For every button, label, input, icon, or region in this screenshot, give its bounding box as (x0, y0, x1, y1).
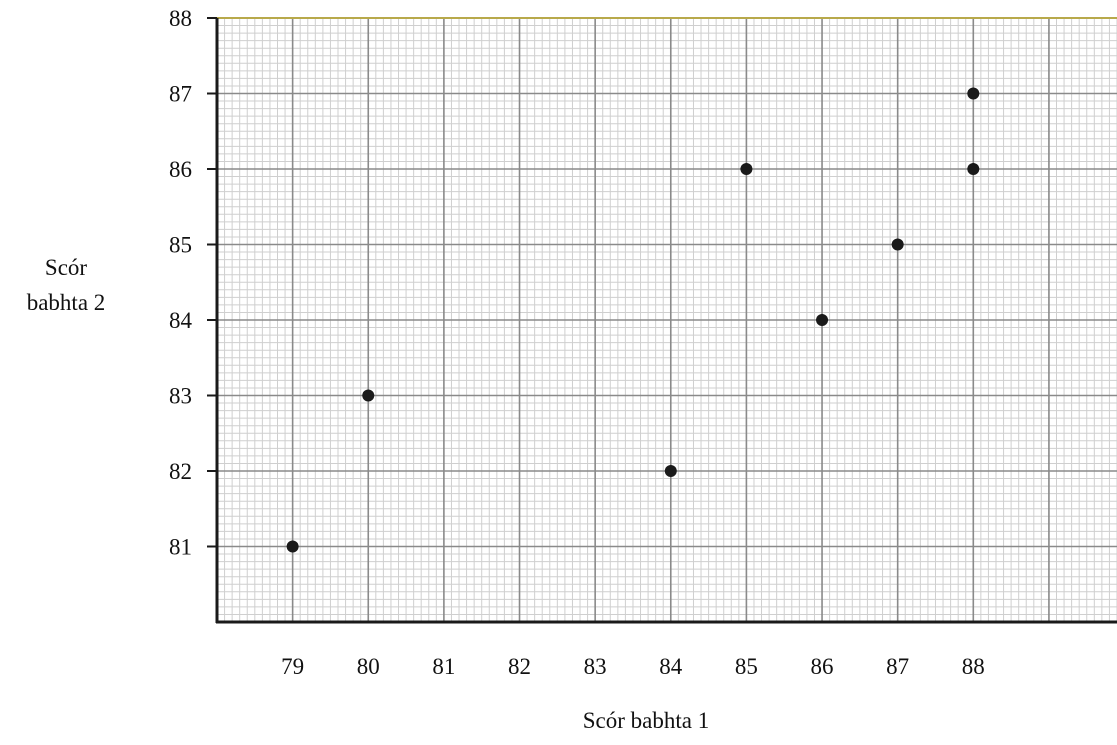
data-point (891, 238, 904, 251)
x-tick-label: 87 (886, 654, 909, 679)
data-point (967, 87, 980, 100)
data-point (740, 163, 753, 175)
y-tick-label: 84 (169, 308, 193, 333)
data-point (362, 389, 375, 402)
y-tick-label: 82 (169, 459, 192, 484)
x-tick-label: 86 (811, 654, 834, 679)
data-point (816, 314, 829, 326)
data-point (286, 540, 299, 553)
y-tick-label: 86 (169, 157, 192, 182)
y-tick-label: 81 (169, 535, 192, 560)
x-tick-label: 81 (432, 654, 455, 679)
y-axis-title-line-1: Scór (45, 255, 88, 280)
x-tick-labels: 79 80 81 82 83 84 85 86 87 88 (281, 654, 985, 679)
data-points (286, 87, 980, 553)
y-tick-label: 83 (169, 384, 192, 409)
x-tick-label: 85 (735, 654, 758, 679)
x-tick-label: 88 (962, 654, 985, 679)
y-axis-title-line-2: babhta 2 (27, 290, 106, 315)
x-tick-label: 82 (508, 654, 531, 679)
y-tick-label: 87 (169, 82, 192, 107)
y-tick-label: 88 (169, 6, 192, 31)
x-tick-label: 84 (659, 654, 683, 679)
x-tick-label: 83 (584, 654, 607, 679)
x-tick-label: 80 (357, 654, 380, 679)
y-tick-labels: 81 82 83 84 85 86 87 88 (169, 6, 217, 560)
data-point (664, 465, 677, 477)
data-point (967, 163, 980, 175)
x-axis-title: Scór babhta 1 (583, 708, 709, 733)
x-tick-label: 79 (281, 654, 304, 679)
y-tick-label: 85 (169, 233, 192, 258)
